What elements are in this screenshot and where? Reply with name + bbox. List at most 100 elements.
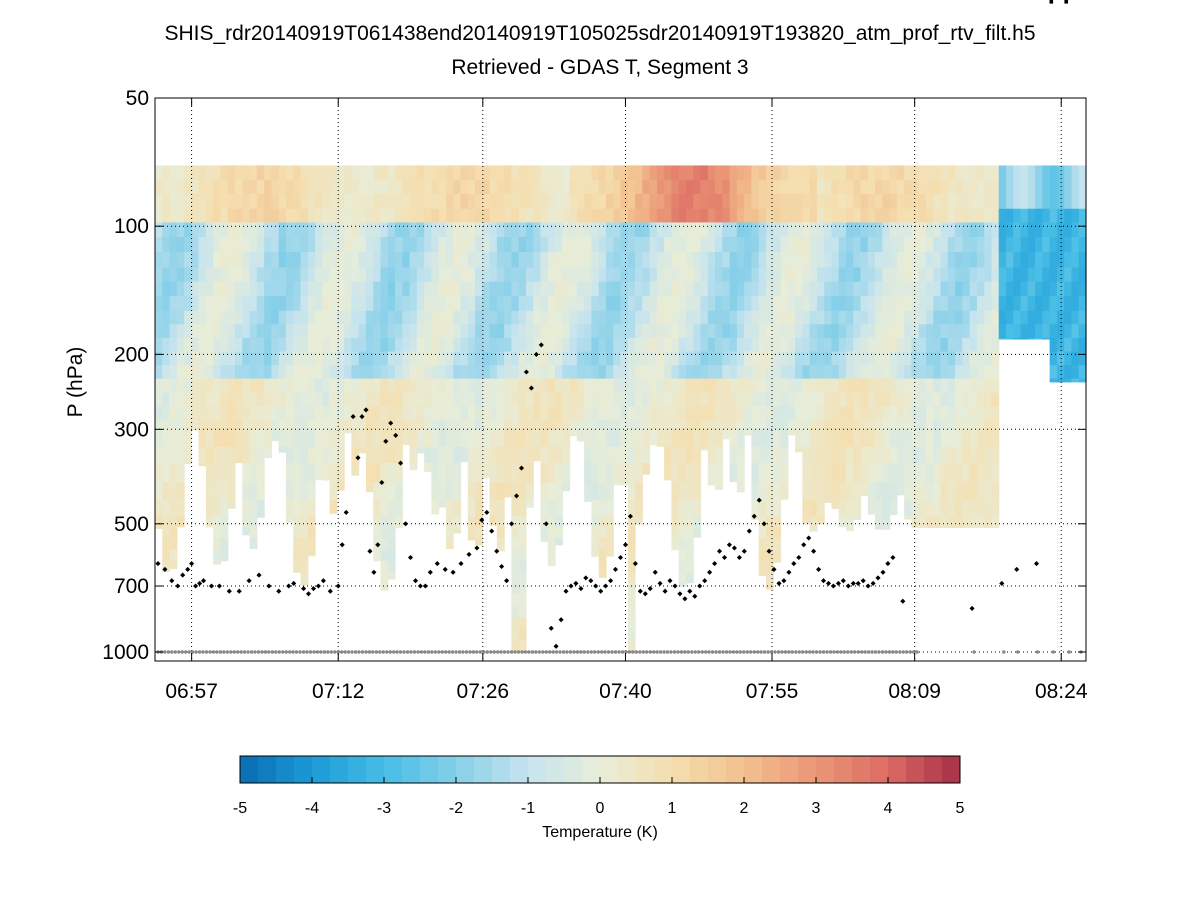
surface-point <box>232 650 236 654</box>
heatmap-cell <box>445 406 454 421</box>
heatmap-cell <box>642 406 651 421</box>
heatmap-cell <box>802 165 811 181</box>
heatmap-cell <box>627 267 636 283</box>
heatmap-cell <box>380 310 389 325</box>
heatmap-cell <box>853 337 862 353</box>
heatmap-cell <box>947 252 956 269</box>
heatmap-cell <box>504 267 512 283</box>
heatmap-cell <box>933 337 942 353</box>
heatmap-cell <box>213 310 222 325</box>
heatmap-cell <box>787 222 796 238</box>
heatmap-cell <box>736 337 745 353</box>
heatmap-cell <box>664 406 673 421</box>
heatmap-cell <box>635 208 643 224</box>
heatmap-cell <box>809 429 818 448</box>
heatmap-cell <box>424 208 432 224</box>
heatmap-cell <box>773 310 782 325</box>
heatmap-cell <box>387 406 396 421</box>
heatmap-cell <box>1078 324 1087 339</box>
heatmap-cell <box>380 463 389 484</box>
heatmap-cell <box>467 446 476 464</box>
heatmap-cell <box>307 337 316 353</box>
heatmap-cell <box>824 236 833 253</box>
heatmap-cell <box>613 482 622 485</box>
colorbar-cell <box>726 756 745 783</box>
heatmap-cell <box>991 310 1000 325</box>
heatmap-cell <box>293 365 302 380</box>
heatmap-cell <box>889 429 898 448</box>
heatmap-cell <box>802 392 811 407</box>
heatmap-cell <box>235 208 243 224</box>
heatmap-cell <box>736 392 745 407</box>
heatmap-cell <box>591 337 600 353</box>
heatmap-cell <box>693 281 702 297</box>
heatmap-cell <box>984 165 993 181</box>
heatmap-cell <box>227 222 236 238</box>
heatmap-cell <box>889 351 898 366</box>
heatmap-cell <box>518 252 527 269</box>
heatmap-cell <box>685 236 694 253</box>
heatmap-cell <box>402 180 411 195</box>
heatmap-cell <box>227 446 236 464</box>
heatmap-cell <box>344 324 352 339</box>
heatmap-cell <box>758 446 767 464</box>
heatmap-cell <box>242 180 251 195</box>
heatmap-cell <box>627 463 636 484</box>
heatmap-cell <box>329 236 338 253</box>
heatmap-cell <box>875 429 883 448</box>
heatmap-cell <box>925 296 934 312</box>
heatmap-cell <box>278 193 287 210</box>
heatmap-cell <box>780 446 789 464</box>
heatmap-cell <box>285 281 294 297</box>
heatmap-cell <box>176 516 185 528</box>
heatmap-cell <box>518 180 527 195</box>
heatmap-cell <box>947 296 956 312</box>
colorbar-tick-label: 4 <box>884 800 893 817</box>
marker-point <box>489 528 495 534</box>
heatmap-cell <box>155 500 163 517</box>
heatmap-cell <box>991 446 1000 464</box>
heatmap-cell <box>904 463 913 484</box>
heatmap-cell <box>620 180 629 195</box>
heatmap-cell <box>620 446 629 464</box>
heatmap-cell <box>758 222 767 238</box>
heatmap-cell <box>765 392 774 407</box>
heatmap-cell <box>845 296 854 312</box>
heatmap-cell <box>904 351 913 366</box>
heatmap-cell <box>598 549 607 562</box>
heatmap-cell <box>678 281 687 297</box>
heatmap-cell <box>984 281 993 297</box>
heatmap-cell <box>1064 310 1073 325</box>
heatmap-cell <box>867 351 876 366</box>
heatmap-cell <box>242 252 251 269</box>
heatmap-cell <box>540 324 549 339</box>
heatmap-cell <box>991 252 1000 269</box>
surface-point <box>554 650 559 654</box>
heatmap-cell <box>1064 337 1073 353</box>
heatmap-cell <box>155 378 163 394</box>
heatmap-cell <box>365 392 374 407</box>
heatmap-cell <box>809 527 818 532</box>
heatmap-cell <box>169 429 178 448</box>
heatmap-cell <box>722 296 731 312</box>
surface-point <box>229 650 233 654</box>
heatmap-cell <box>555 500 563 517</box>
heatmap-cell <box>256 365 265 380</box>
heatmap-cell <box>256 296 265 312</box>
heatmap-cell <box>700 252 709 269</box>
heatmap-cell <box>278 165 287 181</box>
heatmap-cell <box>853 165 862 181</box>
colorbar-ticks: -5 -4 -3 -2 -1 0 1 2 3 4 5 <box>233 777 965 817</box>
heatmap-cell <box>533 165 542 181</box>
heatmap-cell <box>227 392 236 407</box>
heatmap-cell <box>845 310 854 325</box>
heatmap-cell <box>162 406 171 421</box>
heatmap-cell <box>635 365 643 380</box>
heatmap-cell <box>765 337 774 353</box>
heatmap-cell <box>191 310 200 325</box>
heatmap-cell <box>249 165 258 181</box>
heatmap-cell <box>424 324 432 339</box>
heatmap-cell <box>380 419 389 430</box>
heatmap-cell <box>293 538 302 551</box>
heatmap-cell <box>467 236 476 253</box>
